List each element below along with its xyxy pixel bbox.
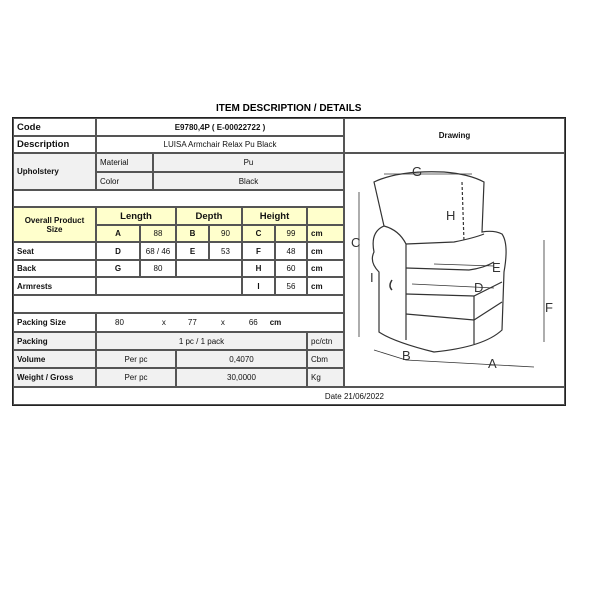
letter-i: I — [242, 277, 275, 295]
value-i: 56 — [275, 277, 307, 295]
letter-f: F — [242, 242, 275, 260]
empty-cell — [176, 260, 242, 277]
value-b: 90 — [209, 225, 242, 242]
upholstery-label: Upholstery — [13, 153, 96, 190]
height-header: Height — [242, 207, 307, 225]
packing-label: Packing — [13, 332, 96, 350]
volume-per: Per pc — [96, 350, 176, 368]
label-g: G — [412, 164, 422, 179]
material-value: Pu — [153, 153, 344, 172]
label-d: D — [474, 280, 483, 295]
label-i: I — [370, 270, 374, 285]
weight-per: Per pc — [96, 368, 176, 387]
packing-value: 1 pc / 1 pack — [96, 332, 307, 350]
color-label: Color — [96, 172, 153, 190]
label-e: E — [492, 260, 501, 275]
page-title: ITEM DESCRIPTION / DETAILS — [216, 103, 362, 114]
code-label: Code — [13, 118, 96, 136]
length-header: Length — [96, 207, 176, 225]
label-f: F — [545, 300, 553, 315]
packing-height: 66 — [248, 318, 258, 327]
volume-unit: Cbm — [307, 350, 344, 368]
weight-unit: Kg — [307, 368, 344, 387]
spacer-row — [13, 190, 344, 207]
depth-header: Depth — [176, 207, 242, 225]
value-c: 99 — [275, 225, 307, 242]
times-sign: x — [220, 318, 225, 327]
code-value: E9780,4P ( E-00022722 ) — [96, 118, 344, 136]
value-d: 68 / 46 — [140, 242, 176, 260]
armrests-label: Armrests — [13, 277, 96, 295]
volume-label: Volume — [13, 350, 96, 368]
color-value: Black — [153, 172, 344, 190]
letter-g: G — [96, 260, 140, 277]
packing-size-label: Packing Size — [13, 313, 96, 332]
letter-a: A — [96, 225, 140, 242]
seat-label: Seat — [13, 242, 96, 260]
letter-b: B — [176, 225, 209, 242]
value-f: 48 — [275, 242, 307, 260]
packing-length: 80 — [115, 318, 124, 327]
packing-size-value: 80 x 77 x 66 cm — [96, 313, 344, 332]
letter-d: D — [96, 242, 140, 260]
label-h: H — [446, 208, 455, 223]
description-label: Description — [13, 136, 96, 153]
value-h: 60 — [275, 260, 307, 277]
letter-h: H — [242, 260, 275, 277]
times-sign: x — [161, 318, 166, 327]
label-c: C — [351, 235, 360, 250]
value-a: 88 — [140, 225, 176, 242]
label-a: A — [488, 356, 497, 371]
unit-armrests: cm — [307, 277, 344, 295]
overall-size-label: Overall Product Size — [13, 207, 96, 242]
drawing-label: Drawing — [344, 118, 565, 153]
packing-width: 77 — [187, 318, 197, 327]
volume-value: 0,4070 — [176, 350, 307, 368]
unit-seat: cm — [307, 242, 344, 260]
description-value: LUISA Armchair Relax Pu Black — [96, 136, 344, 153]
back-label: Back — [13, 260, 96, 277]
empty-cell — [96, 277, 242, 295]
letter-e: E — [176, 242, 209, 260]
weight-value: 30,0000 — [176, 368, 307, 387]
material-label: Material — [96, 153, 153, 172]
weight-label: Weight / Gross — [13, 368, 96, 387]
spacer-row — [13, 295, 344, 313]
unit-header — [307, 207, 344, 225]
armchair-drawing: G H C I E D F B A — [351, 164, 553, 371]
packing-unit: pc/ctn — [307, 332, 344, 350]
letter-c: C — [242, 225, 275, 242]
unit-size: cm — [307, 225, 344, 242]
unit-back: cm — [307, 260, 344, 277]
packing-unit: cm — [269, 318, 282, 327]
value-g: 80 — [140, 260, 176, 277]
date: Date 21/06/2022 — [13, 387, 565, 405]
value-e: 53 — [209, 242, 242, 260]
label-b: B — [402, 348, 411, 363]
